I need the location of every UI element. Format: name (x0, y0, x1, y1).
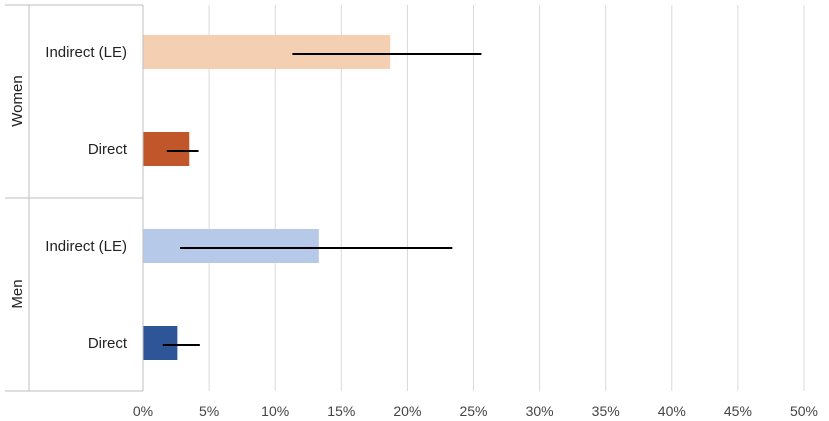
bar (143, 229, 319, 263)
gridlines (208, 5, 805, 391)
x-tick-label: 5% (199, 403, 219, 419)
x-tick-label: 10% (261, 403, 289, 419)
x-tick-label: 20% (393, 403, 421, 419)
x-tick-label: 30% (526, 403, 554, 419)
category-label: Direct (88, 141, 128, 158)
category-axis-frame (5, 4, 144, 392)
bar (143, 35, 391, 69)
bar (143, 132, 190, 166)
bar (143, 326, 178, 360)
bars (143, 35, 391, 360)
category-label: Indirect (LE) (45, 44, 127, 61)
category-label: Indirect (LE) (45, 238, 127, 255)
labels: 0% 5% 10% 15% 20% 25% 30% 35% 40% 45% 50% Women Indi… (9, 44, 818, 419)
x-tick-label: 0% (133, 403, 153, 419)
x-tick-label: 45% (724, 403, 752, 419)
category-label: Direct (88, 335, 128, 352)
x-tick-label: 25% (459, 403, 487, 419)
group-label: Women (9, 75, 26, 126)
x-tick-label: 35% (592, 403, 620, 419)
error-bars (162, 53, 482, 346)
x-tick-label: 40% (658, 403, 686, 419)
x-tick-label: 50% (790, 403, 818, 419)
x-tick-label: 15% (327, 403, 355, 419)
group-label: Men (9, 279, 26, 308)
